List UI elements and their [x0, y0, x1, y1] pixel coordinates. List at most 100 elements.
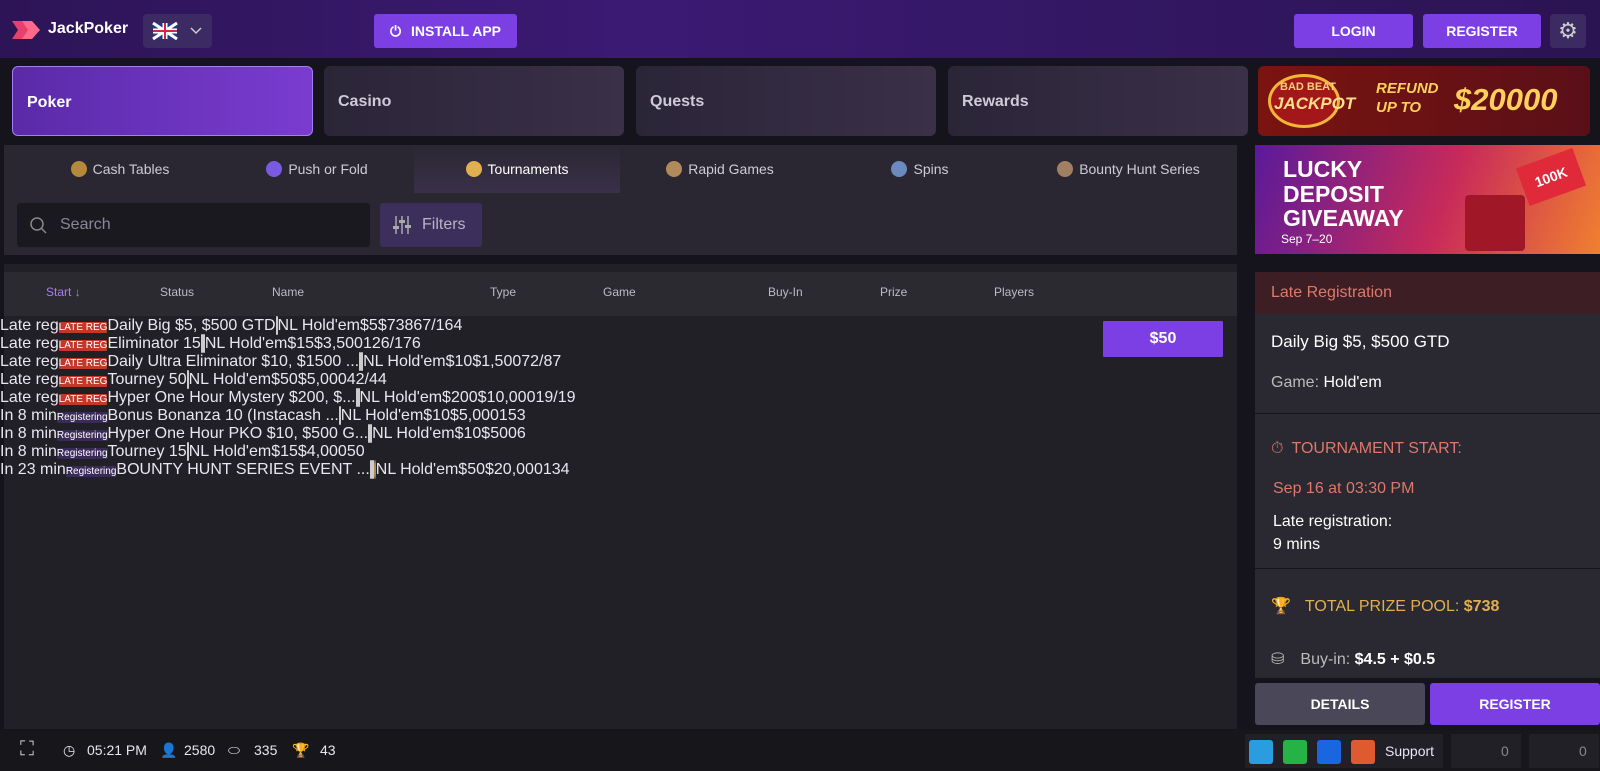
jackpot-badge: [1268, 74, 1340, 128]
whatsapp-icon[interactable]: [1283, 740, 1307, 764]
start-cell: Late reg: [0, 317, 59, 334]
game-cell: NL Hold'em: [359, 389, 443, 406]
register-tournament-button[interactable]: REGISTER: [1430, 683, 1600, 725]
category-poker[interactable]: Poker: [12, 66, 313, 136]
jackpot-line4: UP TO: [1376, 99, 1422, 116]
prize-cell: $1,500: [472, 353, 522, 370]
game-cell: NL Hold'em: [372, 425, 455, 442]
status-badge: Registering: [65, 466, 117, 477]
start-cell: Late reg: [0, 335, 59, 352]
start-cell: Late reg: [0, 353, 59, 370]
status-badge: LATE REG: [58, 394, 108, 405]
name-cell: Eliminator 15: [107, 335, 201, 352]
buyin-cell: $200: [442, 389, 478, 406]
players-cell: 72/87: [521, 353, 562, 370]
status-badge: Registering: [56, 412, 108, 423]
promo-gift: [1465, 195, 1525, 251]
tab-active[interactable]: Tournaments: [414, 145, 620, 193]
status-badge: LATE REG: [58, 322, 108, 333]
open-tournaments[interactable]: 0: [1529, 734, 1599, 768]
start-cell: In 8 min: [0, 407, 57, 424]
start-value: Sep 16 at 03:30 PM: [1273, 480, 1415, 497]
table-panel: [4, 264, 1237, 729]
column-header: Prize: [880, 285, 908, 299]
category-casino[interactable]: Casino: [324, 66, 624, 136]
tournament-row[interactable]: Late regLATE REGHyper One Hour Mystery $…: [0, 321, 1240, 407]
language-select[interactable]: [143, 14, 212, 48]
filters-button[interactable]: Filters: [380, 203, 482, 247]
status-badge: LATE REG: [58, 358, 108, 369]
footer-time: 05:21 PM: [87, 742, 147, 758]
game-value: Hold'em: [1323, 374, 1382, 391]
tournament-row[interactable]: In 8 minRegisteringTourney 15 NL Hold'em$…: [0, 321, 1240, 461]
column-header: Buy-In: [768, 285, 803, 299]
tournament-row[interactable]: Late regLATE REGTourney 50 NL Hold'em$50$…: [0, 321, 1240, 389]
login-button[interactable]: LOGIN: [1294, 14, 1413, 48]
name-cell: BOUNTY HUNT SERIES EVENT ...: [116, 461, 370, 478]
column-header: Name: [272, 285, 305, 299]
tab[interactable]: Cash Tables: [20, 145, 220, 193]
details-button[interactable]: DETAILS: [1255, 683, 1425, 725]
buyin-button[interactable]: $50: [1103, 321, 1223, 357]
start-label-text: TOURNAMENT START:: [1291, 440, 1462, 457]
table-body: Late regLATE REGDaily Big $5, $500 GTD NL…: [0, 316, 1240, 729]
tournament-row[interactable]: Late regLATE REGEliminator 15 NL Hold'em$…: [0, 321, 1240, 357]
support-icon[interactable]: [1351, 740, 1375, 764]
status-badge: LATE REG: [58, 340, 108, 351]
footer-tournaments: 43: [320, 742, 336, 758]
tab[interactable]: Spins: [820, 145, 1020, 193]
prize-cell: $20,000: [485, 461, 543, 478]
support-box[interactable]: Support: [1245, 734, 1443, 768]
status-badge: Registering: [56, 448, 108, 459]
name-cell: Tourney 15: [107, 443, 187, 460]
details-name: Daily Big $5, $500 GTD: [1271, 332, 1450, 351]
tab-label: Tournaments: [487, 161, 569, 177]
game-cell: NL Hold'em: [188, 371, 272, 388]
tab-label: Push or Fold: [288, 161, 368, 177]
install-app-button[interactable]: ⏻ INSTALL APP: [374, 14, 517, 48]
sort-arrow: ↓: [74, 285, 81, 299]
status-badge: Registering: [56, 430, 108, 441]
category-quests[interactable]: Quests: [636, 66, 936, 136]
game-label: Game:: [1271, 374, 1320, 391]
name-cell: Hyper One Hour Mystery $200, $...: [107, 389, 356, 406]
prize-pool: 🏆 TOTAL PRIZE POOL: $738: [1271, 598, 1500, 615]
column-header: Status: [160, 285, 195, 299]
tournament-row[interactable]: In 8 minRegisteringHyper One Hour PKO $1…: [0, 321, 1240, 443]
open-tables[interactable]: 0: [1451, 734, 1521, 768]
name-cell: Daily Ultra Eliminator $10, $1500 ...: [107, 353, 360, 370]
players-cell: 19/19: [535, 389, 576, 406]
tournament-row[interactable]: Late regLATE REGDaily Ultra Eliminator $…: [0, 321, 1240, 371]
register-button[interactable]: REGISTER: [1423, 14, 1541, 48]
tab[interactable]: Push or Fold: [220, 145, 414, 193]
players-cell: 134: [542, 461, 570, 478]
promo-banner[interactable]: LUCKY DEPOSIT GIVEAWAY Sep 7–20 100K: [1255, 145, 1600, 254]
type-icon: [373, 460, 376, 479]
start-cell: Late reg: [0, 371, 59, 388]
tab-label: Cash Tables: [92, 161, 170, 177]
search-box[interactable]: Search: [17, 203, 370, 247]
facebook-icon[interactable]: [1317, 740, 1341, 764]
tab[interactable]: Bounty Hunt Series: [1020, 145, 1237, 193]
tournament-row[interactable]: Late regLATE REGDaily Big $5, $500 GTD NL…: [0, 316, 1240, 357]
column-header[interactable]: Start ↓: [46, 285, 81, 299]
tab[interactable]: Rapid Games: [620, 145, 820, 193]
tournament-row[interactable]: In 8 minRegisteringBonus Bonanza 10 (Ins…: [0, 321, 1240, 425]
tournament-row[interactable]: In 23 minRegisteringBOUNTY HUNT SERIES E…: [0, 321, 1240, 479]
name-cell: Hyper One Hour PKO $10, $500 G...: [107, 425, 369, 442]
install-app-label: INSTALL APP: [411, 23, 502, 39]
support-label: Support: [1385, 743, 1435, 759]
jackpot-banner[interactable]: BAD BEAT JACKPOT REFUND UP TO $20000: [1258, 66, 1590, 136]
game-cell: NL Hold'em: [375, 461, 459, 478]
settings-button[interactable]: ⚙: [1550, 14, 1586, 48]
promo-line1: LUCKY: [1283, 156, 1363, 182]
players-cell: 6: [516, 425, 526, 442]
category-rewards[interactable]: Rewards: [948, 66, 1248, 136]
fullscreen-button[interactable]: ⛶: [20, 738, 34, 760]
tournaments-icon: 🏆: [292, 742, 310, 758]
game-cell: NL Hold'em: [363, 353, 446, 370]
column-header: Players: [994, 285, 1035, 299]
tab-label: Bounty Hunt Series: [1079, 161, 1200, 177]
telegram-icon[interactable]: [1249, 740, 1273, 764]
